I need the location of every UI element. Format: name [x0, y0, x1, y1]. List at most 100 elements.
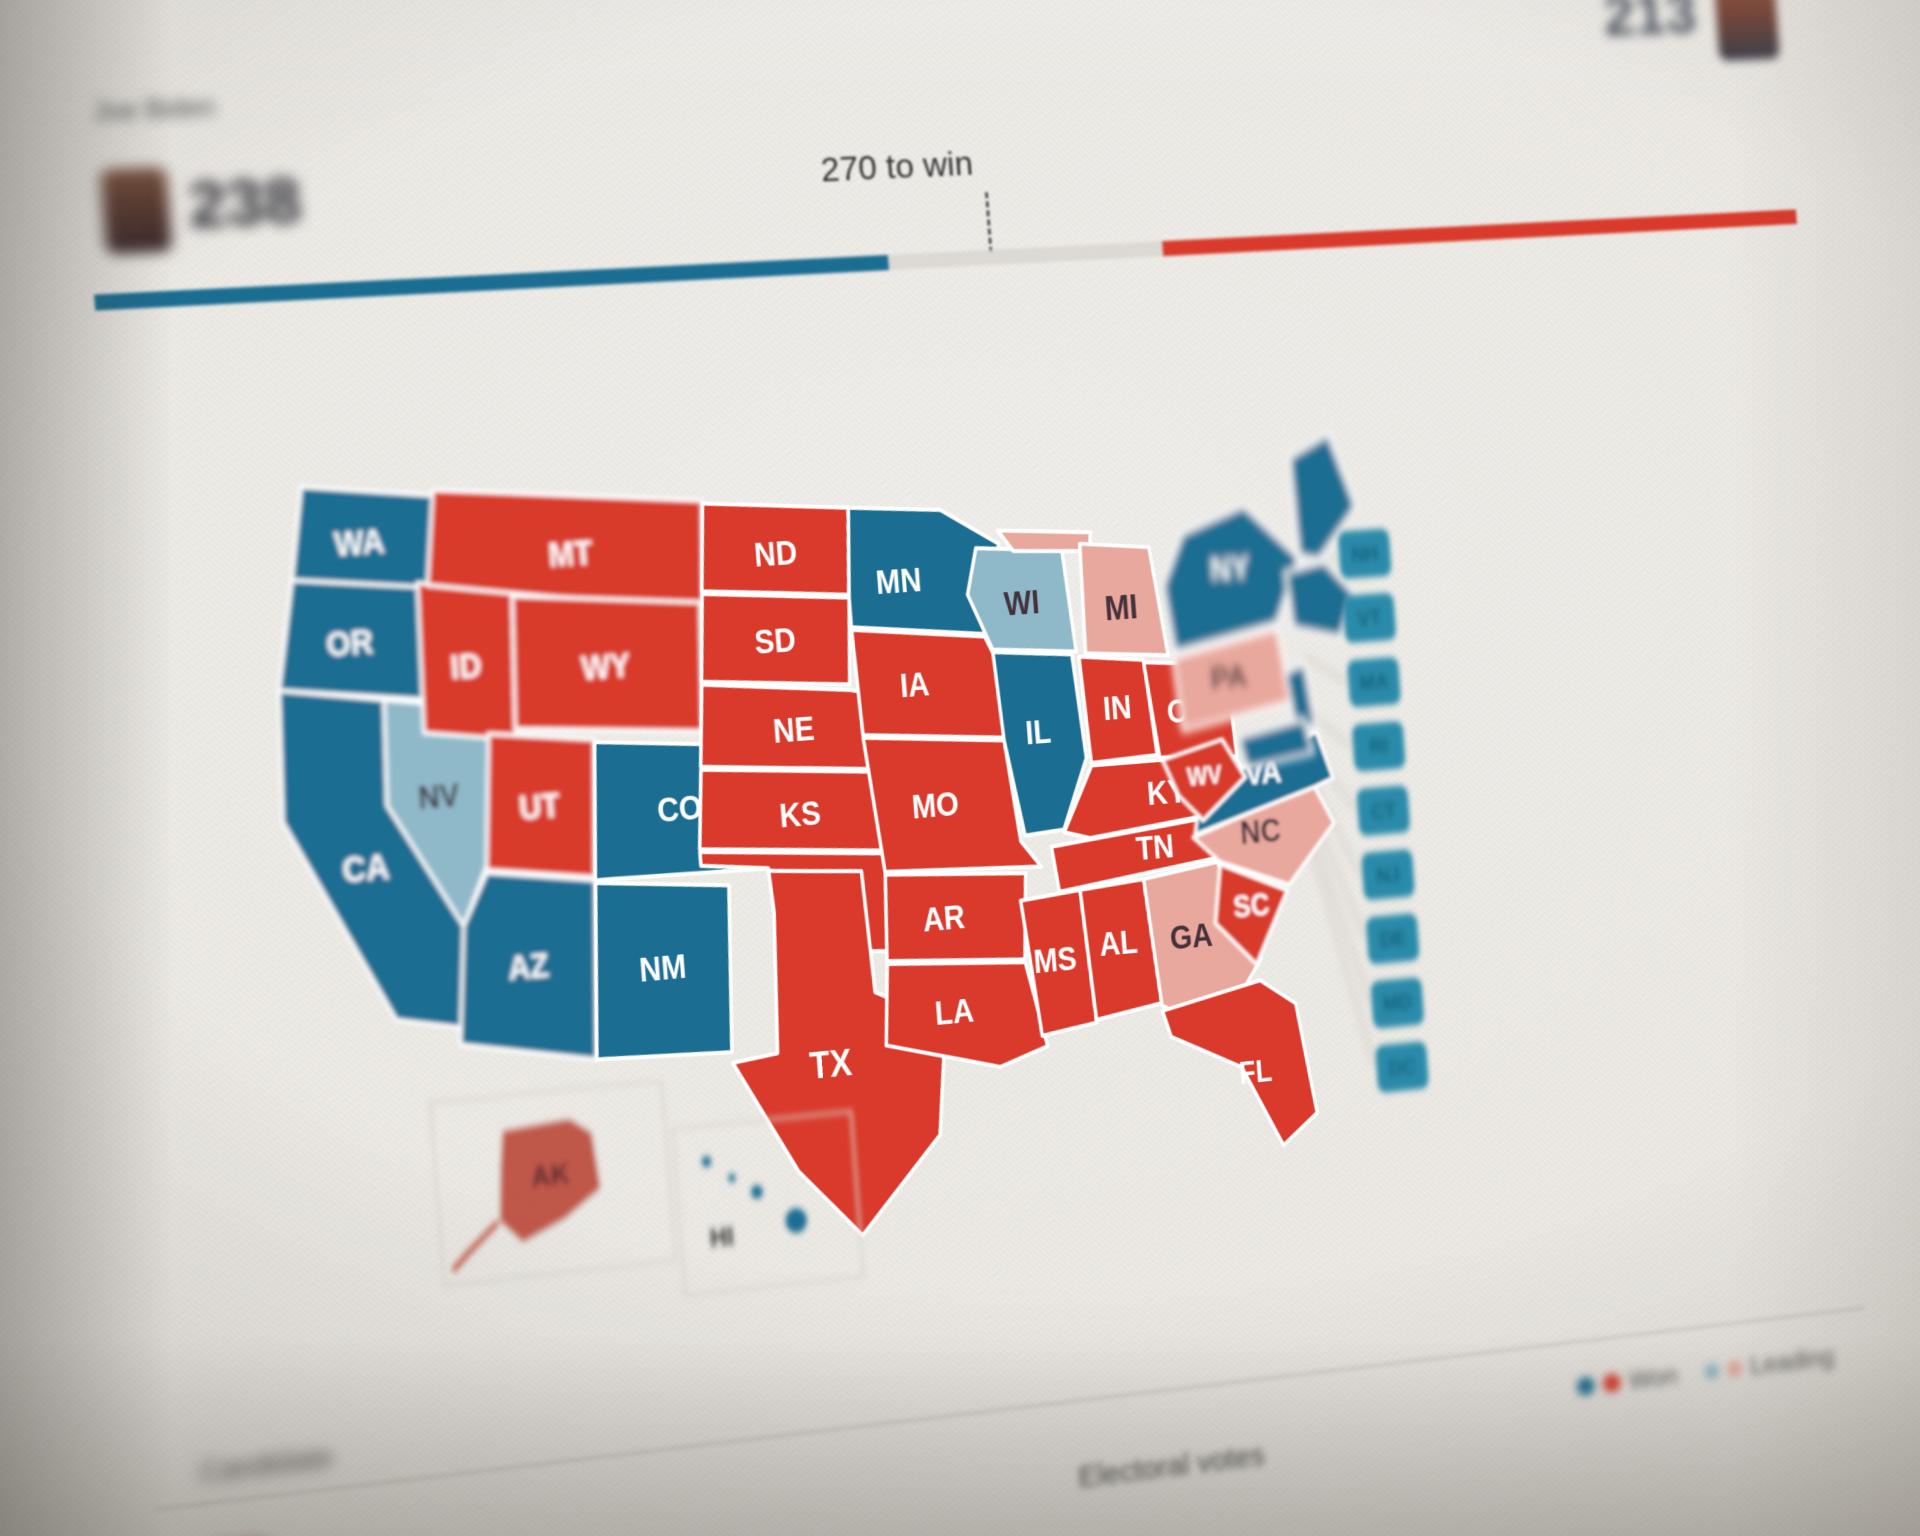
- state-label-UT: UT: [518, 785, 562, 827]
- state-label-SC: SC: [1232, 888, 1270, 925]
- state-label-SD: SD: [753, 621, 797, 662]
- small-state-box-NJ[interactable]: [1360, 848, 1416, 901]
- state-SD[interactable]: [695, 584, 856, 696]
- small-state-box-label-MD: MD: [1382, 988, 1413, 1016]
- small-state-box-label-DC: DC: [1388, 1053, 1417, 1081]
- state-MN[interactable]: [842, 498, 1005, 643]
- small-state-box-label-VT: VT: [1356, 604, 1382, 631]
- state-label-CA: CA: [341, 848, 391, 892]
- state-label-MI: MI: [1103, 589, 1139, 630]
- state-AR[interactable]: [881, 863, 1032, 972]
- state-label-WA: WA: [333, 521, 386, 563]
- small-state-box-label-NJ: NJ: [1375, 861, 1401, 889]
- alaska-aleutians: [450, 1221, 503, 1270]
- state-AK[interactable]: [491, 1115, 605, 1247]
- state-label-NV: NV: [417, 776, 461, 817]
- state-label-NM: NM: [638, 947, 688, 989]
- left-candidate-electoral-votes: 238: [185, 164, 304, 243]
- state-label-GA: GA: [1169, 916, 1214, 957]
- state-ID[interactable]: [412, 577, 523, 747]
- left-candidate-avatar: [99, 166, 173, 255]
- state-NY[interactable]: [1158, 503, 1306, 653]
- small-state-box-MA[interactable]: [1346, 656, 1402, 708]
- state-IL[interactable]: [993, 646, 1092, 837]
- state-label-WI: WI: [1003, 583, 1041, 623]
- state-label-CO: CO: [656, 788, 704, 830]
- state-AL[interactable]: [1080, 878, 1163, 1020]
- state-MO[interactable]: [863, 725, 1041, 881]
- state-WA[interactable]: [285, 479, 440, 597]
- state-IN[interactable]: [1079, 651, 1158, 763]
- state-NM[interactable]: [583, 872, 741, 1065]
- state-ME[interactable]: [1288, 433, 1359, 561]
- state-label-TX: TX: [808, 1040, 853, 1087]
- us-electoral-map[interactable]: WAORCANVIDMTWYUTAZCONMNDSDNEKSOKTXMNIAMO…: [204, 391, 1448, 1357]
- state-label-WV: WV: [1186, 761, 1223, 792]
- state-label-IA: IA: [899, 665, 931, 705]
- small-state-box-RI[interactable]: [1351, 720, 1406, 773]
- won-dem-dot: [1576, 1375, 1596, 1397]
- state-MS[interactable]: [1020, 889, 1097, 1037]
- state-CA[interactable]: [273, 677, 494, 1046]
- state-label-NY: NY: [1209, 548, 1251, 588]
- state-FL[interactable]: [1161, 976, 1319, 1157]
- small-state-box-DE[interactable]: [1365, 912, 1420, 965]
- state-NV[interactable]: [379, 692, 505, 932]
- small-state-box-MD[interactable]: [1370, 977, 1425, 1029]
- state-MD[interactable]: [1237, 719, 1314, 770]
- state-label-NE: NE: [772, 709, 816, 750]
- state-MIU[interactable]: [998, 524, 1092, 557]
- state-KS[interactable]: [694, 753, 916, 868]
- state-IA[interactable]: [852, 619, 1016, 749]
- state-label-TN: TN: [1135, 827, 1176, 867]
- hawaii-island[interactable]: [784, 1207, 808, 1234]
- small-state-box-CT[interactable]: [1356, 784, 1411, 837]
- state-label-MT: MT: [547, 533, 594, 574]
- state-label-HI: HI: [709, 1222, 735, 1254]
- state-WI[interactable]: [964, 542, 1076, 659]
- hawaii-island[interactable]: [701, 1155, 712, 1168]
- state-label-MO: MO: [910, 785, 960, 826]
- state-OR[interactable]: [271, 571, 440, 710]
- state-label-MS: MS: [1032, 939, 1078, 980]
- right-candidate-electoral-votes: 213: [1601, 0, 1699, 49]
- state-label-FL: FL: [1238, 1052, 1274, 1091]
- small-state-box-NH[interactable]: [1337, 528, 1392, 579]
- state-label-AZ: AZ: [507, 945, 551, 987]
- hawaii-island[interactable]: [727, 1173, 736, 1183]
- state-label-PA: PA: [1209, 658, 1249, 698]
- state-ND[interactable]: [695, 494, 855, 605]
- state-PA[interactable]: [1171, 628, 1293, 732]
- state-NC[interactable]: [1190, 783, 1338, 893]
- state-label-NC: NC: [1239, 812, 1282, 852]
- state-TX[interactable]: [719, 857, 961, 1248]
- state-label-IL: IL: [1024, 713, 1052, 752]
- map-group-bx: NH VT MA RI CT NJ DE MD DC: [1337, 528, 1430, 1094]
- state-MI[interactable]: [1077, 538, 1168, 661]
- state-AZ[interactable]: [447, 864, 609, 1073]
- state-label-OR: OR: [325, 623, 375, 665]
- hawaii-island[interactable]: [750, 1184, 764, 1200]
- small-state-box-VT[interactable]: [1342, 592, 1397, 644]
- leader-line: [1304, 653, 1346, 685]
- state-WY[interactable]: [505, 583, 710, 745]
- state-label-AR: AR: [921, 898, 966, 939]
- state-UT[interactable]: [476, 726, 605, 887]
- state-CO[interactable]: [585, 729, 776, 883]
- state-NJ[interactable]: [1284, 663, 1316, 731]
- small-state-box-label-NH: NH: [1350, 539, 1379, 566]
- small-state-box-label-RI: RI: [1368, 732, 1389, 759]
- small-state-box-label-MA: MA: [1358, 668, 1389, 696]
- small-state-box-label-DE: DE: [1379, 925, 1407, 953]
- won-rep-dot: [1602, 1372, 1622, 1394]
- state-LA[interactable]: [880, 950, 1049, 1078]
- state-MT[interactable]: [420, 473, 710, 629]
- small-state-box-label-CT: CT: [1370, 796, 1397, 824]
- map-group-w: WA OR CA NV ID MT WY UT AZ: [257, 463, 743, 1088]
- state-label-WY: WY: [580, 646, 632, 688]
- state-NEB[interactable]: [1285, 560, 1357, 641]
- small-state-box-DC[interactable]: [1374, 1040, 1430, 1094]
- state-label-KS: KS: [778, 793, 822, 834]
